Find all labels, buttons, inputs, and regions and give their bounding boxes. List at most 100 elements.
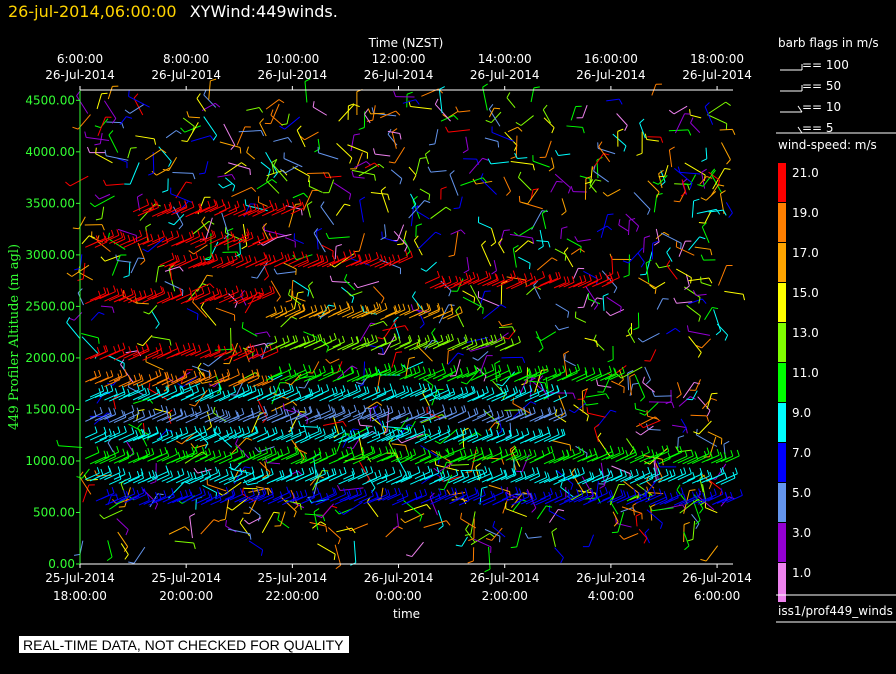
- wind-barb: [241, 223, 248, 250]
- wind-barb: [512, 397, 533, 415]
- x-tick-time: 22:00:00: [265, 589, 319, 603]
- wind-barb: [408, 100, 432, 110]
- colorbar-swatch: [778, 163, 786, 202]
- wind-barb: [206, 411, 212, 431]
- x-tick-date: 26-Jul-2014: [364, 571, 434, 585]
- wind-barb: [354, 161, 372, 169]
- wind-barb: [550, 180, 563, 193]
- wind-barb: [618, 219, 629, 232]
- wind-barb: [293, 233, 304, 245]
- wind-barb: [127, 147, 137, 159]
- y-tick-label: 4000.00: [25, 145, 75, 159]
- wind-barb: [100, 305, 115, 314]
- wind-barb: [243, 479, 258, 486]
- wind-barb: [584, 175, 592, 200]
- wind-barb: [498, 326, 516, 333]
- wind-barb: [504, 131, 518, 151]
- wind-barb: [688, 277, 713, 284]
- wind-barb: [292, 290, 306, 302]
- wind-barb: [274, 511, 286, 527]
- wind-barb: [371, 107, 397, 117]
- wind-barb: [99, 509, 123, 520]
- top-axis-title: Time (NZST): [368, 36, 444, 50]
- wind-barb: [261, 511, 280, 533]
- wind-barb: [95, 147, 113, 164]
- barb-flag-item: == 100: [780, 58, 849, 72]
- wind-barb: [498, 238, 505, 254]
- wind-barb: [137, 334, 153, 347]
- wind-barb: [135, 135, 157, 145]
- wind-barb: [351, 170, 365, 179]
- wind-barb: [554, 547, 564, 564]
- wind-barb: [405, 541, 424, 558]
- wind-barb: [162, 178, 169, 193]
- wind-barb: [381, 231, 398, 243]
- wind-barb: [651, 390, 672, 397]
- wind-barb: [393, 90, 415, 98]
- wind-barb: [347, 438, 361, 450]
- wind-barb: [684, 273, 690, 290]
- wind-barb: [225, 177, 236, 192]
- wind-barb: [366, 105, 376, 122]
- wind-barb: [490, 227, 497, 247]
- wind-barb: [145, 148, 167, 161]
- wind-barb: [465, 524, 476, 543]
- wind-barb: [639, 401, 659, 416]
- wind-barb: [597, 373, 613, 393]
- wind-barb: [119, 116, 133, 126]
- wind-barb: [449, 170, 459, 196]
- wind-barb: [465, 449, 477, 474]
- wind-barb: [673, 297, 693, 304]
- wind-barb: [81, 235, 95, 245]
- wind-barb: [597, 432, 611, 457]
- wind-barb: [440, 186, 447, 200]
- wind-barb: [296, 125, 306, 148]
- wind-barb: [449, 359, 461, 377]
- wind-barb: [609, 495, 619, 515]
- wind-barb: [74, 254, 83, 271]
- wind-barb: [66, 264, 90, 277]
- wind-barb: [460, 368, 481, 385]
- wind-barb: [541, 209, 548, 230]
- wind-barb: [387, 130, 402, 140]
- wind-barb: [542, 104, 552, 124]
- wind-barb: [496, 371, 516, 387]
- wind-barb: [617, 128, 624, 147]
- wind-barb: [302, 189, 319, 211]
- wind-barb: [397, 433, 424, 444]
- wind-barb: [292, 192, 309, 199]
- wind-barb: [625, 323, 633, 337]
- wind-barb: [674, 168, 693, 189]
- wind-barb: [448, 231, 459, 257]
- wind-barb: [688, 336, 702, 358]
- wind-barb: [602, 293, 609, 311]
- wind-barb: [505, 502, 527, 517]
- wind-barb: [506, 276, 527, 286]
- wind-barb: [327, 527, 341, 545]
- wind-barb: [680, 179, 687, 197]
- wind-barb: [673, 190, 687, 203]
- wind-barb: [346, 290, 363, 297]
- wind-barb: [106, 540, 113, 562]
- wind-barb: [343, 274, 356, 291]
- wind-barb: [72, 216, 86, 230]
- x-tick-time: 0:00:00: [375, 589, 421, 603]
- wind-barb: [598, 141, 611, 163]
- wind-barb: [637, 332, 660, 343]
- wind-barb: [194, 428, 209, 449]
- y-tick-label: 2000.00: [25, 351, 75, 365]
- wind-barb: [593, 334, 605, 351]
- wind-barb: [724, 290, 746, 301]
- wind-barb: [81, 333, 100, 344]
- wind-barb: [391, 224, 405, 241]
- wind-barb: [450, 229, 466, 235]
- top-tick-date: 26-Jul-2014: [576, 68, 646, 82]
- wind-barb: [623, 254, 630, 278]
- wind-barb: [270, 109, 283, 126]
- wind-barb: [526, 286, 542, 296]
- wind-barb: [543, 117, 555, 134]
- wind-barb-band: [85, 228, 278, 248]
- colorbar-label: 1.0: [792, 566, 811, 580]
- x-tick-time: 18:00:00: [53, 589, 107, 603]
- wind-barb: [226, 496, 250, 511]
